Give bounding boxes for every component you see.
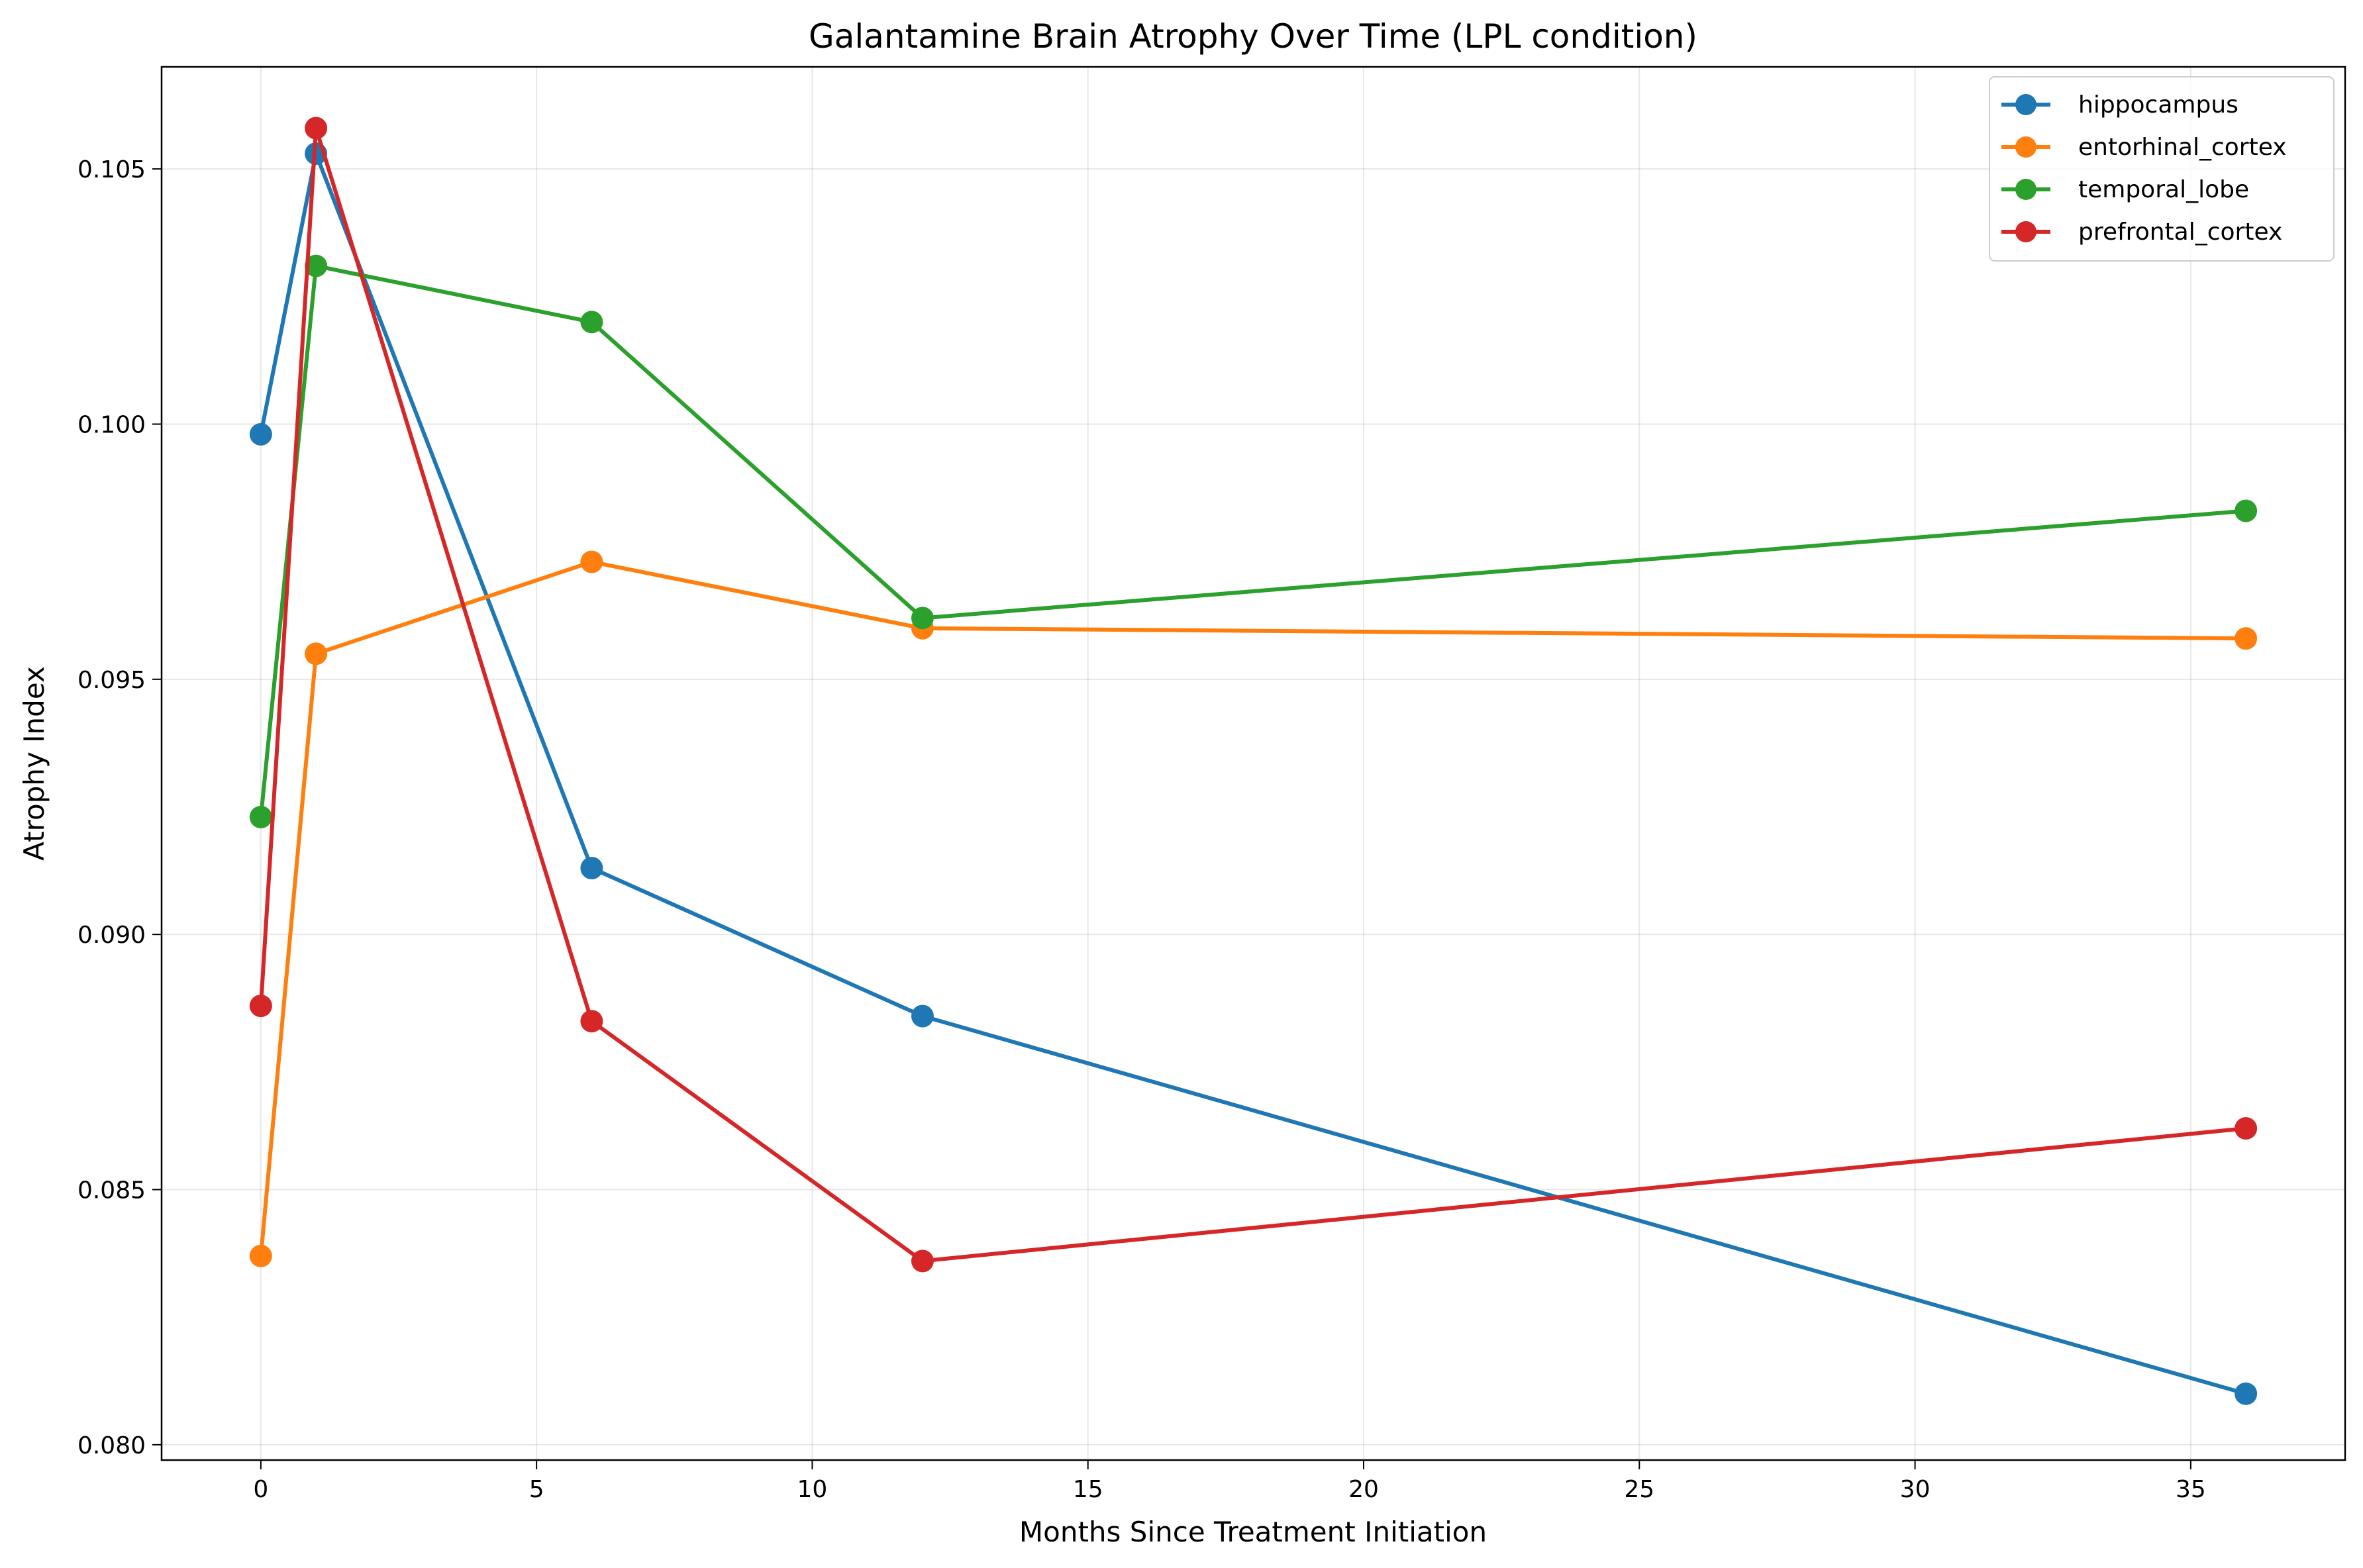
series-layer [249, 117, 2258, 1405]
y-tick-label: 0.080 [77, 1432, 146, 1459]
series-prefrontal-cortex [249, 117, 2258, 1273]
y-tick-label: 0.095 [77, 667, 146, 694]
data-point [580, 550, 603, 573]
y-axis-ticks: 0.080 0.085 0.090 0.095 0.100 0.105 [77, 156, 162, 1459]
data-point [580, 1010, 603, 1033]
x-axis-ticks: 0 5 10 15 20 25 30 35 [253, 1460, 2206, 1503]
x-tick-label: 10 [797, 1476, 828, 1503]
x-tick-label: 5 [529, 1476, 544, 1503]
legend-item: prefrontal_cortex [2001, 219, 2282, 246]
data-point [911, 1250, 934, 1273]
data-point [911, 1004, 934, 1028]
grid [162, 67, 2345, 1460]
legend-label: temporal_lobe [2078, 176, 2249, 203]
data-point [305, 117, 328, 140]
data-point [2235, 1382, 2258, 1405]
legend-item: hippocampus [2001, 91, 2238, 119]
x-tick-label: 25 [1624, 1476, 1654, 1503]
data-point [580, 311, 603, 334]
x-tick-label: 30 [1900, 1476, 1931, 1503]
plot-frame [160, 66, 2346, 1461]
legend-marker [2015, 94, 2036, 115]
legend-label: prefrontal_cortex [2078, 219, 2282, 246]
data-point [580, 856, 603, 879]
legend-marker [2015, 179, 2036, 200]
x-tick-label: 0 [253, 1476, 268, 1503]
data-point [249, 1244, 272, 1267]
x-tick-label: 35 [2176, 1476, 2206, 1503]
x-tick-label: 15 [1073, 1476, 1103, 1503]
chart-title: Galantamine Brain Atrophy Over Time (LPL… [809, 17, 1697, 56]
legend-marker [2015, 136, 2036, 158]
y-tick-label: 0.100 [77, 411, 146, 438]
legend-box [1989, 76, 2335, 262]
x-tick-label: 20 [1348, 1476, 1379, 1503]
legend-label: entorhinal_cortex [2078, 134, 2287, 161]
legend-item: temporal_lobe [2001, 176, 2249, 203]
data-point [2235, 627, 2258, 650]
legend-label: hippocampus [2078, 91, 2238, 119]
y-tick-label: 0.085 [77, 1177, 146, 1204]
data-point [249, 995, 272, 1018]
data-point [249, 422, 272, 446]
x-axis-label: Months Since Treatment Initiation [1019, 1516, 1487, 1548]
legend-item: entorhinal_cortex [2001, 134, 2287, 161]
data-point [305, 642, 328, 665]
data-point [2235, 1117, 2258, 1140]
legend-marker [2015, 221, 2036, 242]
y-tick-label: 0.105 [77, 156, 146, 183]
data-point [2235, 499, 2258, 522]
data-point [305, 254, 328, 277]
y-axis-label: Atrophy Index [18, 666, 50, 861]
plot-background [162, 67, 2345, 1460]
legend: hippocampus entorhinal_cortex temporal_lob… [1989, 76, 2335, 262]
y-tick-label: 0.090 [77, 922, 146, 949]
data-point [249, 805, 272, 828]
data-point [911, 607, 934, 630]
